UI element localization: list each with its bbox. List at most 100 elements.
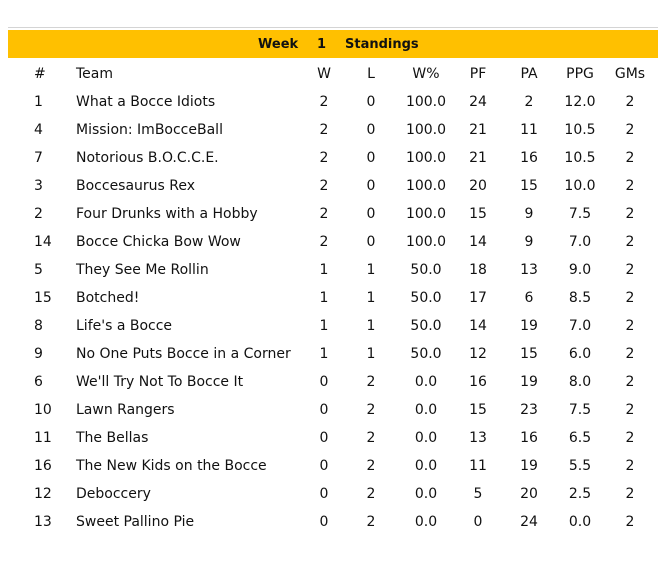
games-cell: 2 (625, 458, 635, 474)
header-losses: L (367, 66, 375, 82)
win-pct-cell: 100.0 (405, 122, 447, 138)
points-against-cell: 15 (520, 178, 538, 194)
points-for-cell: 12 (469, 346, 487, 362)
points-against-cell: 23 (520, 402, 538, 418)
points-against-cell: 19 (520, 318, 538, 334)
points-for-cell: 15 (469, 402, 487, 418)
losses-cell: 1 (366, 290, 376, 306)
points-for-cell: 15 (469, 206, 487, 222)
losses-cell: 2 (366, 402, 376, 418)
win-pct-cell: 0.0 (414, 458, 438, 474)
games-cell: 2 (625, 346, 635, 362)
win-pct-cell: 50.0 (410, 346, 442, 362)
header-team: Team (76, 66, 114, 82)
rank-cell: 11 (34, 430, 52, 446)
wins-cell: 0 (319, 374, 329, 390)
rank-cell: 3 (34, 178, 43, 194)
team-cell: They See Me Rollin (76, 262, 209, 278)
win-pct-cell: 100.0 (405, 234, 447, 250)
table-row: 7 Notorious B.O.C.C.E. 2 0 100.0 21 16 10.5 2 (28, 144, 656, 172)
header-points-for: PF (469, 66, 487, 82)
losses-cell: 2 (366, 458, 376, 474)
points-against-cell: 15 (520, 346, 538, 362)
losses-cell: 0 (366, 178, 376, 194)
points-against-cell: 9 (524, 206, 534, 222)
points-against-cell: 19 (520, 458, 538, 474)
team-cell: Sweet Pallino Pie (76, 514, 195, 530)
win-pct-cell: 50.0 (410, 262, 442, 278)
points-for-cell: 0 (473, 514, 483, 530)
table-row: 15 Botched! 1 1 50.0 17 6 8.5 2 (28, 284, 656, 312)
points-against-cell: 9 (524, 234, 534, 250)
losses-cell: 2 (366, 486, 376, 502)
table-row: 16 The New Kids on the Bocce 0 2 0.0 11 19 5.5 2 (28, 452, 656, 480)
win-pct-cell: 0.0 (414, 514, 438, 530)
wins-cell: 0 (319, 486, 329, 502)
games-cell: 2 (625, 374, 635, 390)
header-points-against: PA (520, 66, 538, 82)
table-row: 1 What a Bocce Idiots 2 0 100.0 24 2 12.0 2 (28, 88, 656, 116)
wins-cell: 1 (319, 318, 329, 334)
points-for-cell: 11 (469, 458, 487, 474)
table-row: 11 The Bellas 0 2 0.0 13 16 6.5 2 (28, 424, 656, 452)
team-cell: Life's a Bocce (76, 318, 173, 334)
games-cell: 2 (625, 430, 635, 446)
points-for-cell: 20 (469, 178, 487, 194)
team-cell: Deboccery (76, 486, 151, 502)
team-cell: We'll Try Not To Bocce It (76, 374, 244, 390)
rank-cell: 5 (34, 262, 43, 278)
losses-cell: 0 (366, 94, 376, 110)
header-games: GMs (614, 66, 646, 82)
standings-table: # Team W L W% PF PA PPG GMs 1 What a Bocc… (28, 60, 656, 536)
standings-banner: Week 1 Standings (8, 30, 658, 58)
rank-cell: 14 (34, 234, 52, 250)
wins-cell: 2 (319, 122, 329, 138)
header-row: # Team W L W% PF PA PPG GMs (28, 60, 656, 88)
games-cell: 2 (625, 514, 635, 530)
wins-cell: 1 (319, 346, 329, 362)
points-for-cell: 17 (469, 290, 487, 306)
team-cell: Lawn Rangers (76, 402, 175, 418)
wins-cell: 0 (319, 402, 329, 418)
losses-cell: 2 (366, 430, 376, 446)
points-for-cell: 21 (469, 150, 487, 166)
rank-cell: 2 (34, 206, 43, 222)
points-for-cell: 16 (469, 374, 487, 390)
games-cell: 2 (625, 290, 635, 306)
win-pct-cell: 100.0 (405, 178, 447, 194)
points-against-cell: 6 (524, 290, 534, 306)
win-pct-cell: 0.0 (414, 430, 438, 446)
ppg-cell: 10.0 (564, 178, 596, 194)
ppg-cell: 10.5 (564, 122, 596, 138)
ppg-cell: 6.5 (568, 430, 592, 446)
rank-cell: 6 (34, 374, 43, 390)
banner-title: Standings (345, 37, 419, 52)
header-ppg: PPG (566, 66, 594, 82)
points-for-cell: 14 (469, 234, 487, 250)
games-cell: 2 (625, 262, 635, 278)
points-against-cell: 11 (520, 122, 538, 138)
games-cell: 2 (625, 486, 635, 502)
wins-cell: 2 (319, 178, 329, 194)
losses-cell: 0 (366, 206, 376, 222)
table-row: 3 Boccesaurus Rex 2 0 100.0 20 15 10.0 2 (28, 172, 656, 200)
losses-cell: 1 (366, 262, 376, 278)
points-against-cell: 16 (520, 430, 538, 446)
points-against-cell: 16 (520, 150, 538, 166)
rank-cell: 16 (34, 458, 52, 474)
rank-cell: 1 (34, 94, 43, 110)
ppg-cell: 6.0 (568, 346, 592, 362)
ppg-cell: 12.0 (564, 94, 596, 110)
rank-cell: 10 (34, 402, 52, 418)
games-cell: 2 (625, 150, 635, 166)
header-rank: # (34, 66, 46, 82)
table-row: 12 Deboccery 0 2 0.0 5 20 2.5 2 (28, 480, 656, 508)
wins-cell: 2 (319, 234, 329, 250)
team-cell: What a Bocce Idiots (76, 94, 216, 110)
points-against-cell: 13 (520, 262, 538, 278)
table-row: 10 Lawn Rangers 0 2 0.0 15 23 7.5 2 (28, 396, 656, 424)
ppg-cell: 7.0 (568, 234, 592, 250)
ppg-cell: 0.0 (568, 514, 592, 530)
win-pct-cell: 0.0 (414, 402, 438, 418)
wins-cell: 2 (319, 206, 329, 222)
